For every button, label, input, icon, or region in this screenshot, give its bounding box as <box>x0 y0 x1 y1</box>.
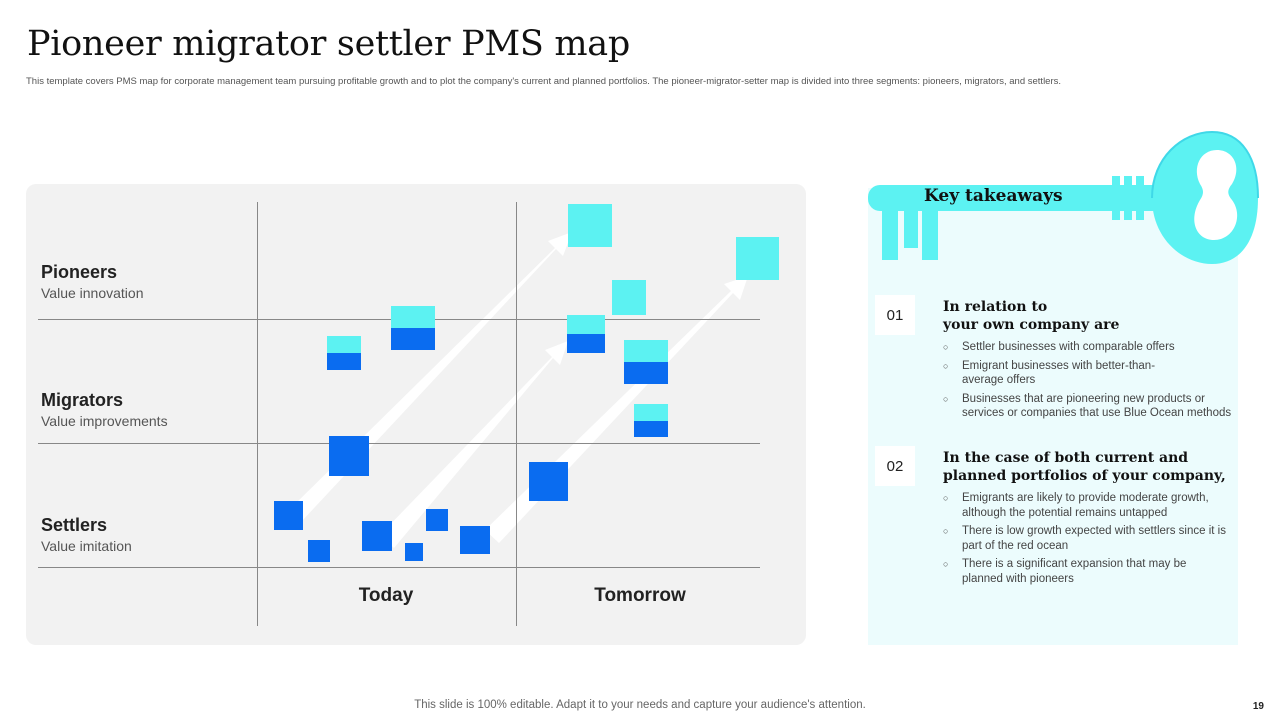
bullet-item: There is a significant expansion that ma… <box>943 557 1222 586</box>
portfolio-square <box>529 462 568 501</box>
portfolio-square <box>612 280 646 315</box>
section-bullets: Emigrants are likely to provide moderate… <box>943 491 1233 590</box>
bullet-item: Emigrants are likely to provide moderate… <box>943 491 1233 520</box>
portfolio-square-top <box>634 404 668 421</box>
row-subheading: Value improvements <box>41 413 168 429</box>
section-heading: In relation to your own company are <box>943 298 1119 334</box>
section-heading-line: planned portfolios of your company, <box>943 468 1226 484</box>
portfolio-square <box>460 526 490 554</box>
section-bullets: Settler businesses with comparable offer… <box>943 340 1233 425</box>
grid-line <box>38 443 760 444</box>
portfolio-square-bottom <box>634 421 668 437</box>
portfolio-square-top <box>624 340 668 362</box>
grid-line <box>38 567 760 568</box>
portfolio-square-bottom <box>624 362 668 384</box>
bullet-item: Settler businesses with comparable offer… <box>943 340 1233 355</box>
arrow-2 <box>380 341 568 548</box>
page-subtitle: This template covers PMS map for corpora… <box>26 76 1062 87</box>
portfolio-square <box>426 509 448 531</box>
arrow-3 <box>485 276 748 543</box>
footer-note: This slide is 100% editable. Adapt it to… <box>414 699 866 711</box>
portfolio-square <box>274 501 303 530</box>
section-heading-line: In relation to <box>943 299 1048 315</box>
key-takeaways-title: Key takeaways <box>924 186 1063 206</box>
column-label-today: Today <box>358 585 414 606</box>
column-label-tomorrow: Tomorrow <box>594 585 686 606</box>
key-icon <box>868 130 1259 264</box>
portfolio-square <box>308 540 330 562</box>
row-heading: Migrators <box>41 390 124 410</box>
section-heading-line: In the case of both current and <box>943 450 1189 466</box>
portfolio-square-top <box>391 306 435 328</box>
portfolio-square-bottom <box>567 334 605 353</box>
section-number: 01 <box>875 295 915 335</box>
portfolio-square <box>329 436 369 476</box>
portfolio-square <box>405 543 423 561</box>
portfolio-square-bottom <box>391 328 435 350</box>
pms-map-panel <box>26 184 806 645</box>
portfolio-square <box>568 204 612 247</box>
portfolio-square-top <box>327 336 361 353</box>
row-heading: Pioneers <box>41 262 118 282</box>
bullet-item: Businesses that are pioneering new produ… <box>943 392 1233 421</box>
section-heading: In the case of both current and planned … <box>943 449 1226 485</box>
row-heading: Settlers <box>41 515 108 535</box>
portfolio-square-top <box>567 315 605 334</box>
page-title: Pioneer migrator settler PMS map <box>27 24 630 64</box>
grid-line <box>516 202 517 626</box>
row-subheading: Value imitation <box>41 538 132 554</box>
portfolio-square <box>362 521 392 551</box>
section-number: 02 <box>875 446 915 486</box>
bullet-item: Emigrant businesses with better-than-ave… <box>943 359 1182 388</box>
row-label-settlers: Settlers Value imitation <box>41 515 132 554</box>
page-number: 19 <box>1252 701 1264 712</box>
row-label-migrators: Migrators Value improvements <box>41 390 168 429</box>
portfolio-square <box>736 237 779 280</box>
row-label-pioneers: Pioneers Value innovation <box>41 262 143 301</box>
bullet-item: There is low growth expected with settle… <box>943 524 1233 553</box>
section-heading-line: your own company are <box>943 317 1120 333</box>
grid-line <box>257 202 258 626</box>
portfolio-square-bottom <box>327 353 361 370</box>
row-subheading: Value innovation <box>41 285 144 301</box>
